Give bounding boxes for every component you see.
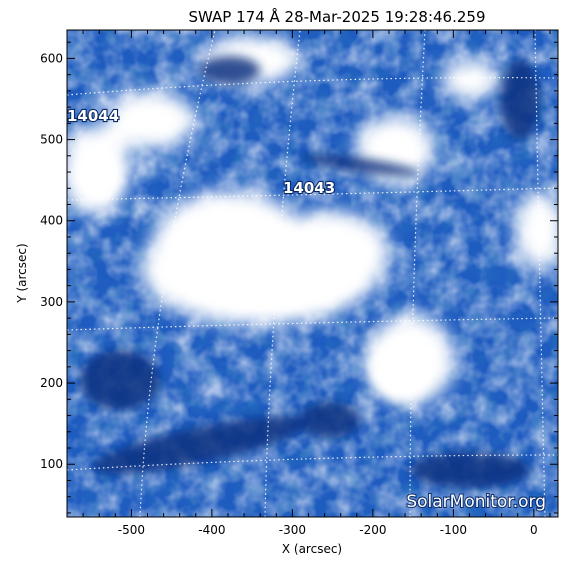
- dark-lanes: [80, 56, 540, 488]
- tick-label: 200: [40, 376, 63, 390]
- tick-label: -100: [440, 523, 467, 537]
- active-region-label: 14044: [67, 107, 119, 125]
- tick-label: -500: [118, 523, 145, 537]
- heliographic-grid: [67, 30, 558, 517]
- watermark: SolarMonitor.org: [406, 492, 546, 512]
- active-region-label: 14043: [283, 179, 335, 197]
- tick-label: -300: [279, 523, 306, 537]
- image-title: SWAP 174 Å 28-Mar-2025 19:28:46.259: [189, 7, 486, 26]
- plot-frame: [66, 29, 559, 518]
- tick-label: -200: [359, 523, 386, 537]
- tick-label: 600: [40, 51, 63, 65]
- tick-label: 400: [40, 214, 63, 228]
- solar-image: 14044 14043 SolarMonitor.org: [67, 30, 558, 517]
- tick-label: 500: [40, 133, 63, 147]
- y-axis: 100 200 300 400 500 600: [40, 41, 558, 514]
- x-axis: -500 -400 -300 -200 -100 0: [66, 30, 551, 537]
- tick-label: -400: [198, 523, 225, 537]
- y-axis-label: Y (arcsec): [15, 243, 29, 303]
- tick-label: 0: [530, 523, 538, 537]
- bright-core: [80, 150, 430, 400]
- x-axis-label: X (arcsec): [282, 542, 342, 556]
- tick-label: 100: [40, 457, 63, 471]
- tick-label: 300: [40, 295, 63, 309]
